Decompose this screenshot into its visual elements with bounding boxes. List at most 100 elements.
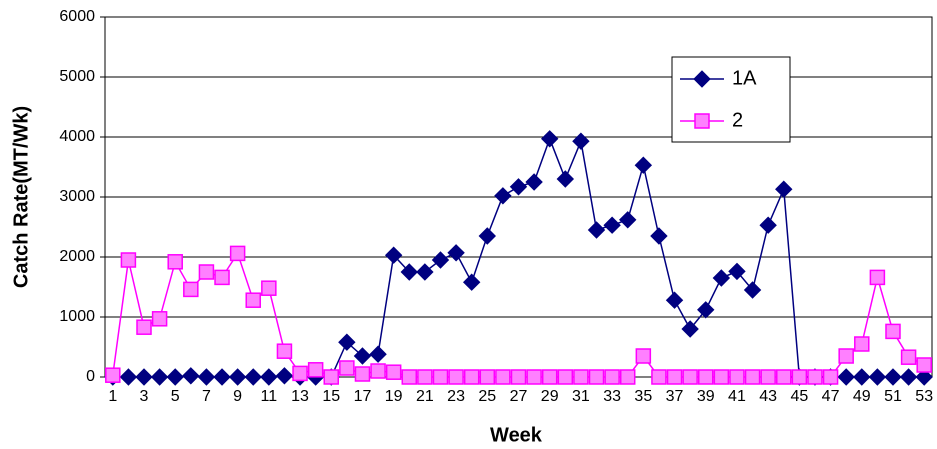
data-point [807, 369, 823, 385]
data-point [557, 369, 574, 385]
data-point [448, 369, 464, 385]
x-tick-label: 49 [853, 388, 871, 405]
data-point [401, 369, 418, 385]
data-point [494, 187, 512, 205]
x-tick-label: 21 [416, 388, 434, 405]
data-point [619, 211, 637, 229]
data-point [884, 368, 902, 386]
data-point [135, 368, 153, 386]
data-point [338, 333, 356, 351]
data-point [384, 246, 403, 264]
x-tick-label: 1 [108, 388, 117, 405]
y-axis-title: Catch Rate(MT/Wk) [10, 106, 32, 288]
data-point [556, 170, 575, 188]
data-point [760, 369, 776, 385]
data-point [120, 252, 137, 268]
data-point [588, 369, 605, 385]
data-point [495, 369, 511, 385]
data-point [838, 348, 854, 364]
data-point [244, 368, 262, 386]
x-tick-label: 31 [572, 388, 590, 405]
data-point [712, 269, 731, 287]
data-point [665, 291, 684, 309]
x-tick-label: 35 [634, 388, 652, 405]
data-point [526, 369, 542, 385]
legend-label: 2 [732, 109, 743, 131]
legend-box [671, 56, 791, 143]
data-point [432, 369, 449, 385]
legend-label: 1A [732, 67, 757, 89]
data-point [775, 180, 793, 198]
x-tick-label: 15 [322, 388, 340, 405]
x-tick-label: 7 [202, 388, 211, 405]
data-point [853, 368, 871, 386]
data-point [417, 369, 433, 385]
data-point [463, 369, 480, 385]
data-point [900, 349, 917, 365]
data-point [868, 368, 887, 386]
data-point [353, 347, 372, 365]
y-tick-label: 5000 [59, 68, 95, 85]
data-point [416, 263, 434, 281]
x-tick-label: 33 [603, 388, 621, 405]
data-point [899, 368, 918, 386]
data-point [213, 368, 231, 386]
data-point [650, 227, 668, 245]
data-point [462, 273, 481, 291]
x-tick-label: 27 [510, 388, 528, 405]
data-point [479, 369, 496, 385]
x-tick-label: 53 [915, 388, 933, 405]
data-point [634, 156, 653, 174]
y-tick-label: 2000 [59, 248, 95, 265]
data-point [214, 269, 230, 286]
x-tick-label: 43 [759, 388, 777, 405]
y-tick-label: 4000 [59, 128, 95, 145]
x-tick-label: 51 [884, 388, 902, 405]
legend-marker [694, 113, 710, 129]
data-point [354, 366, 371, 382]
data-point [587, 221, 606, 239]
data-point [525, 173, 543, 191]
legend-marker [693, 70, 711, 88]
x-tick-label: 11 [261, 388, 278, 405]
data-point [478, 227, 496, 245]
data-point [105, 367, 121, 383]
data-point [385, 364, 402, 380]
data-point [697, 301, 715, 319]
x-tick-label: 45 [790, 388, 808, 405]
data-point [261, 280, 277, 296]
data-point [541, 369, 558, 385]
data-point [245, 292, 261, 308]
data-point [509, 178, 528, 196]
x-tick-label: 19 [385, 388, 403, 405]
data-point [916, 357, 932, 373]
data-point [573, 369, 589, 385]
data-point [915, 368, 933, 386]
x-tick-label: 37 [666, 388, 684, 405]
data-point [510, 369, 527, 385]
y-tick-label: 0 [86, 368, 95, 385]
data-point [743, 281, 762, 299]
data-point [151, 311, 168, 327]
x-tick-label: 3 [140, 388, 149, 405]
x-tick-label: 13 [291, 388, 309, 405]
data-point [604, 369, 620, 385]
data-point [276, 343, 293, 359]
data-point [323, 369, 340, 385]
data-point [119, 368, 138, 386]
data-point [183, 281, 199, 298]
data-point [635, 348, 652, 364]
data-point [759, 216, 777, 234]
data-point [292, 365, 308, 382]
data-point [682, 369, 698, 385]
x-tick-label: 41 [728, 388, 746, 405]
y-tick-label: 3000 [59, 188, 95, 205]
data-point [791, 369, 808, 385]
data-point [166, 368, 184, 386]
data-point [541, 130, 559, 148]
x-tick-label: 47 [822, 388, 840, 405]
x-tick-label: 23 [447, 388, 465, 405]
data-point [400, 263, 418, 281]
